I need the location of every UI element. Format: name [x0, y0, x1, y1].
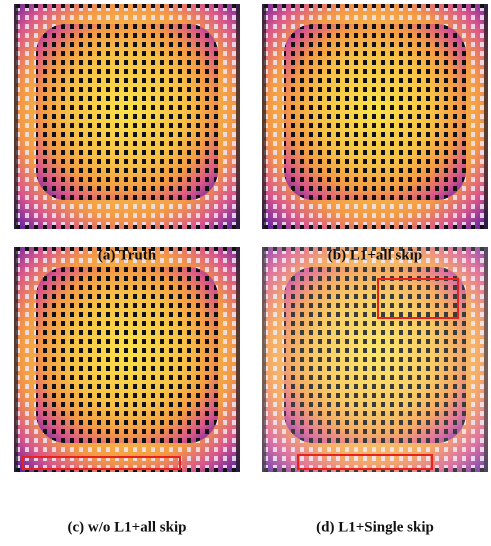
- noise-overlay: [262, 247, 488, 472]
- highlight-box: [297, 454, 433, 470]
- caption: (a) Truth: [98, 247, 157, 263]
- caption: (b) L1+all skip: [328, 247, 422, 263]
- caption: (c) w/o L1+all skip: [68, 519, 187, 535]
- caption: (d) L1+Single skip: [316, 519, 434, 535]
- highlight-box: [22, 456, 181, 470]
- highlight-box: [377, 278, 459, 319]
- heatmap-l1-all-skip: [262, 4, 488, 229]
- heatmap-wo-l1-all-skip: [14, 247, 240, 472]
- heatmap-truth: [14, 4, 240, 229]
